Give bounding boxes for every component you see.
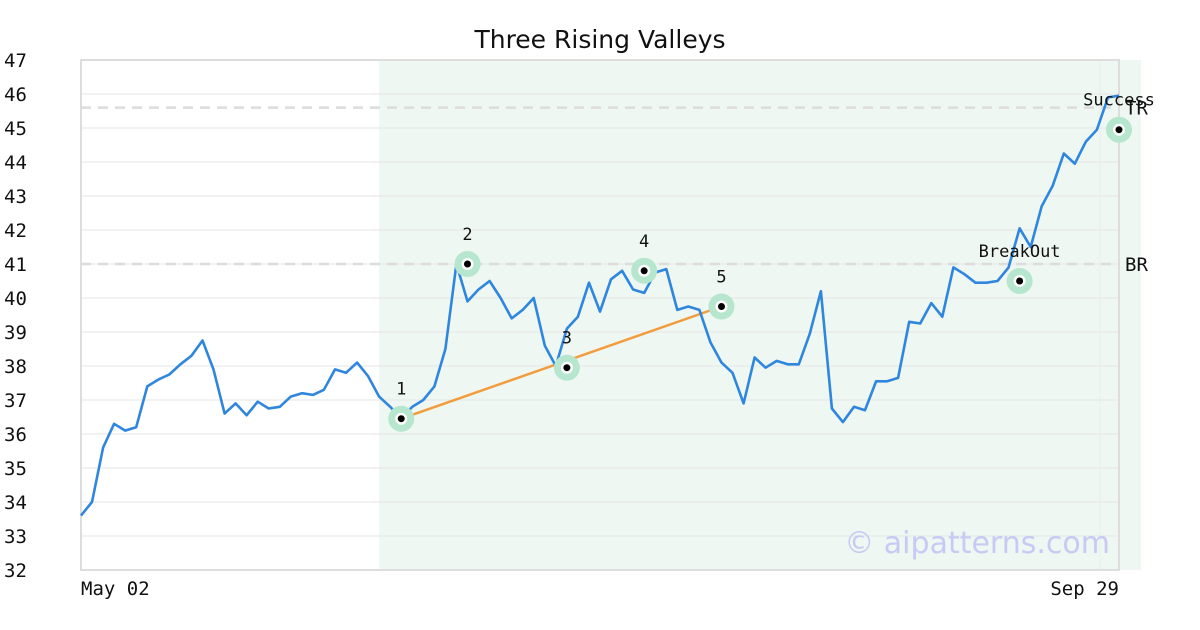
price-line xyxy=(79,94,1120,517)
pattern-region-layer xyxy=(379,60,1142,570)
y-tick-label: 40 xyxy=(4,288,27,310)
point-dot xyxy=(717,303,725,310)
point-label: Success xyxy=(1083,91,1155,111)
point-label: 5 xyxy=(716,268,726,288)
level-label: TR xyxy=(1125,98,1148,120)
pattern-points-layer: 1 2 3 4 5 BreakOut Success xyxy=(388,91,1155,432)
level-lines: BR TR xyxy=(81,98,1148,276)
y-tick-label: 39 xyxy=(4,322,27,344)
y-tick-label: 38 xyxy=(4,356,27,378)
point-label: 4 xyxy=(639,232,649,252)
pattern-region xyxy=(379,60,1142,570)
y-tick-label: 36 xyxy=(4,424,27,446)
y-tick-label: 44 xyxy=(4,152,27,174)
chart-title: Three Rising Valleys xyxy=(473,25,725,54)
point-dot xyxy=(397,415,405,423)
watermark: © aipatterns.com xyxy=(844,526,1110,561)
x-tick-label: May 02 xyxy=(81,578,150,600)
y-tick-label: 43 xyxy=(4,186,27,208)
point-label: 3 xyxy=(562,329,572,349)
y-tick-label: 47 xyxy=(4,50,27,72)
x-axis-ticks: May 02 Sep 29 xyxy=(81,578,1119,600)
y-tick-label: 42 xyxy=(4,220,27,242)
point-dot xyxy=(563,364,571,372)
point-dot xyxy=(463,260,471,268)
price-series-layer xyxy=(79,94,1120,517)
point-dot xyxy=(1115,126,1123,134)
y-tick-label: 32 xyxy=(4,560,27,582)
plot-frame xyxy=(80,59,1120,571)
y-axis-ticks: 32 33 34 35 36 37 38 39 40 41 42 43 44 45 46 47 xyxy=(4,50,27,582)
point-dot xyxy=(640,267,648,275)
y-tick-label: 35 xyxy=(4,458,27,480)
x-tick-label: Sep 29 xyxy=(1050,578,1119,600)
y-tick-label: 37 xyxy=(4,390,27,412)
y-tick-label: 46 xyxy=(4,84,27,106)
y-tick-label: 41 xyxy=(4,254,27,276)
y-tick-label: 34 xyxy=(4,492,27,514)
grid-layer xyxy=(81,60,1119,570)
point-dot xyxy=(1016,277,1024,285)
point-label: BreakOut xyxy=(979,242,1061,262)
point-label: 2 xyxy=(462,225,472,245)
point-label: 1 xyxy=(396,380,406,400)
level-label: BR xyxy=(1125,254,1148,276)
y-tick-label: 45 xyxy=(4,118,27,140)
y-tick-label: 33 xyxy=(4,526,27,548)
